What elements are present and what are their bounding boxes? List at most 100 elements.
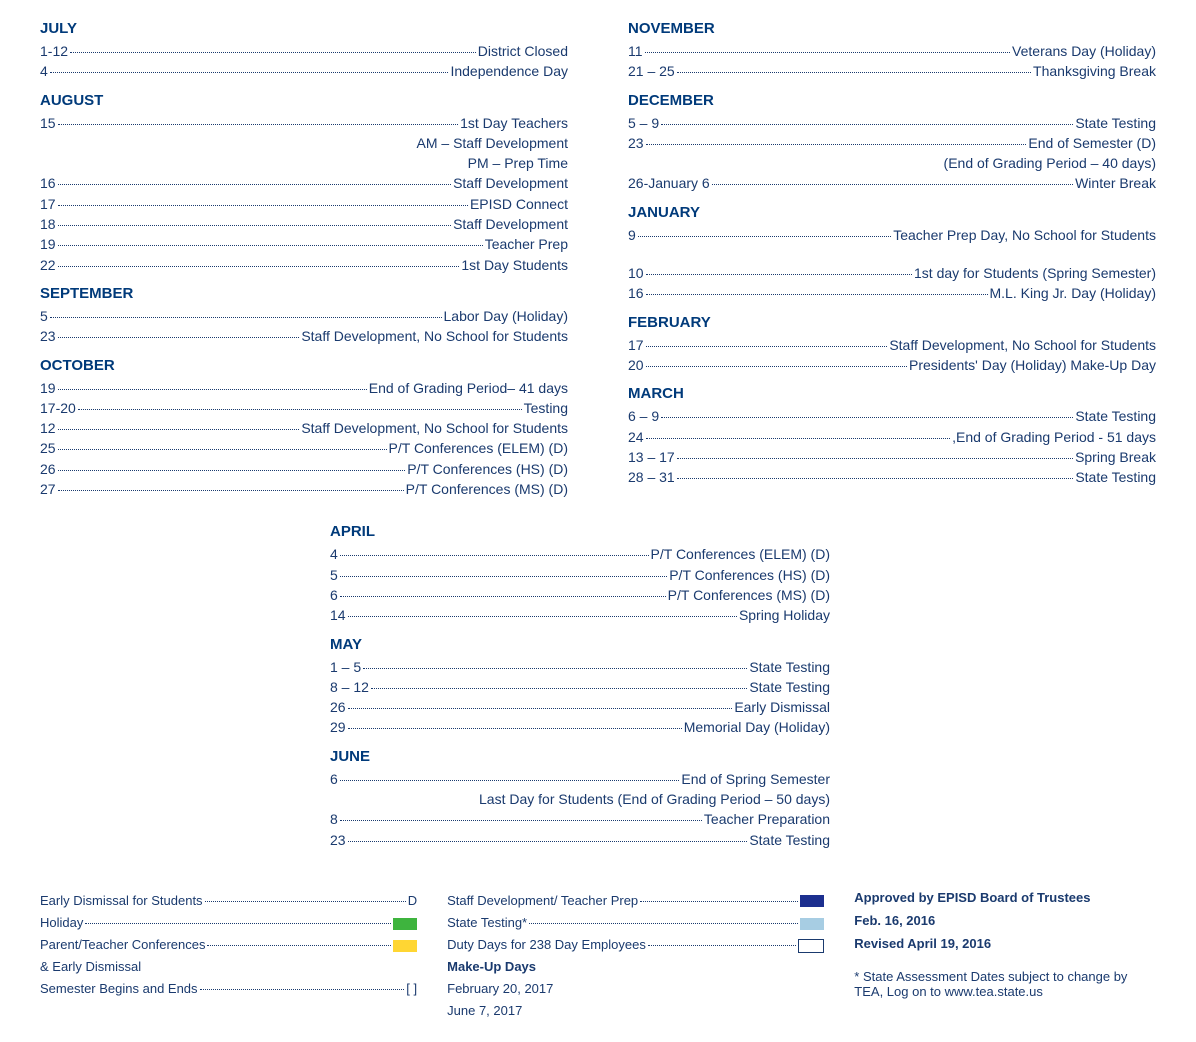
legend-marker [798, 934, 824, 956]
leader-dots [648, 945, 796, 946]
sub-note: (End of Grading Period – 40 days) [628, 153, 1156, 173]
entry-desc: Spring Break [1075, 447, 1156, 467]
legend-label: Early Dismissal for Students [40, 890, 203, 912]
legend-marker [800, 912, 824, 934]
entry-date: 23 [40, 326, 56, 346]
calendar-entry: 17 EPISD Connect [40, 194, 568, 214]
sub-note: AM – Staff Development [40, 133, 568, 153]
leader-dots [529, 923, 798, 924]
entry-desc: State Testing [749, 677, 830, 697]
entry-desc: Teacher Prep [485, 234, 568, 254]
legend-bold: Make-Up Days [447, 956, 824, 978]
entry-desc: End of Grading Period– 41 days [369, 378, 568, 398]
leader-dots [646, 346, 888, 347]
calendar-entry: 9Teacher Prep Day, No School for Student… [628, 225, 1156, 245]
calendar-entry: 6 – 9State Testing [628, 406, 1156, 426]
calendar-entry: 26Early Dismissal [330, 697, 830, 717]
approved-label: Approved by EPISD Board of Trustees [854, 890, 1156, 905]
leader-dots [340, 780, 680, 781]
middle-column: APRIL4P/T Conferences (ELEM) (D)5P/T Con… [330, 523, 830, 850]
entry-desc: Teacher Preparation [704, 809, 830, 829]
calendar-entry: 16 M.L. King Jr. Day (Holiday) [628, 283, 1156, 303]
legend-plain: & Early Dismissal [40, 956, 417, 978]
entry-date: 13 – 17 [628, 447, 675, 467]
leader-dots [348, 728, 682, 729]
leader-dots [363, 668, 747, 669]
month-block: SEPTEMBER5Labor Day (Holiday)23Staff Dev… [40, 285, 568, 347]
month-block: DECEMBER5 – 9State Testing23End of Semes… [628, 92, 1156, 194]
sub-note: PM – Prep Time [40, 153, 568, 173]
leader-dots [58, 205, 468, 206]
leader-dots [58, 266, 460, 267]
calendar-entry: 151st Day Teachers [40, 113, 568, 133]
leader-dots [58, 470, 406, 471]
entry-desc: Winter Break [1075, 173, 1156, 193]
calendar-entry: 26-January 6Winter Break [628, 173, 1156, 193]
entry-date: 27 [40, 479, 56, 499]
month-header: JUNE [330, 748, 830, 765]
approved-date: Feb. 16, 2016 [854, 913, 1156, 928]
leader-dots [207, 945, 391, 946]
leader-dots [348, 841, 748, 842]
top-columns: JULY1-12District Closed4Independence Day… [40, 20, 1156, 509]
calendar-entry: 5Labor Day (Holiday) [40, 306, 568, 326]
entry-date: 8 [330, 809, 338, 829]
legend-row: Parent/Teacher Conferences [40, 934, 417, 956]
month-block: AUGUST151st Day TeachersAM – Staff Devel… [40, 92, 568, 275]
month-header: MAY [330, 636, 830, 653]
leader-dots [646, 144, 1027, 145]
leader-dots [58, 490, 404, 491]
entry-date: 17 [628, 335, 644, 355]
entry-date: 11 [628, 41, 643, 61]
leader-dots [340, 820, 702, 821]
leader-dots [640, 901, 798, 902]
footnote: * State Assessment Dates subject to chan… [854, 969, 1156, 999]
entry-desc: Memorial Day (Holiday) [684, 717, 830, 737]
entry-desc: End of Semester (D) [1028, 133, 1156, 153]
calendar-entry: 18Staff Development [40, 214, 568, 234]
entry-desc: Staff Development, No School for Student… [889, 335, 1156, 355]
calendar-entry: 14Spring Holiday [330, 605, 830, 625]
calendar-entry: 17 Staff Development, No School for Stude… [628, 335, 1156, 355]
calendar-entry: 5P/T Conferences (HS) (D) [330, 565, 830, 585]
entry-desc: M.L. King Jr. Day (Holiday) [990, 283, 1157, 303]
entry-desc: District Closed [478, 41, 568, 61]
entry-desc: Independence Day [450, 61, 568, 81]
calendar-entry: 23Staff Development, No School for Stude… [40, 326, 568, 346]
leader-dots [348, 616, 737, 617]
legend-marker: [ ] [406, 978, 417, 1000]
entry-desc: State Testing [749, 657, 830, 677]
legend-row: Staff Development/ Teacher Prep [447, 890, 824, 912]
calendar-entry: 5 – 9State Testing [628, 113, 1156, 133]
entry-date: 14 [330, 605, 346, 625]
month-block: OCTOBER19End of Grading Period– 41 days1… [40, 357, 568, 500]
entry-date: 1 – 5 [330, 657, 361, 677]
month-block: NOVEMBER11Veterans Day (Holiday)21 – 25T… [628, 20, 1156, 82]
month-header: FEBRUARY [628, 314, 1156, 331]
leader-dots [661, 417, 1073, 418]
calendar-entry: 4P/T Conferences (ELEM) (D) [330, 544, 830, 564]
entry-desc: EPISD Connect [470, 194, 568, 214]
entry-date: 15 [40, 113, 56, 133]
entry-desc: Early Dismissal [734, 697, 830, 717]
legend-marker [393, 912, 417, 934]
legend-marker: D [408, 890, 417, 912]
color-swatch [393, 918, 417, 930]
calendar-entry: 23State Testing [330, 830, 830, 850]
calendar-entry: 20Presidents' Day (Holiday) Make-Up Day [628, 355, 1156, 375]
entry-date: 16 [628, 283, 644, 303]
legend-left: Early Dismissal for Students DHolidayPare… [40, 890, 417, 1023]
legend-row: Holiday [40, 912, 417, 934]
entry-date: 5 [330, 565, 338, 585]
entry-desc: Staff Development, No School for Student… [301, 418, 568, 438]
legend-plain: June 7, 2017 [447, 1000, 824, 1022]
leader-dots [340, 596, 666, 597]
month-header: NOVEMBER [628, 20, 1156, 37]
color-swatch [393, 940, 417, 952]
footer-legend: Early Dismissal for Students DHolidayPare… [40, 890, 1156, 1023]
month-block: JUNE6End of Spring SemesterLast Day for … [330, 748, 830, 850]
entry-date: 17 [40, 194, 56, 214]
entry-desc: Teacher Prep Day, No School for Students [893, 225, 1156, 245]
entry-desc: State Testing [749, 830, 830, 850]
legend-plain: February 20, 2017 [447, 978, 824, 1000]
